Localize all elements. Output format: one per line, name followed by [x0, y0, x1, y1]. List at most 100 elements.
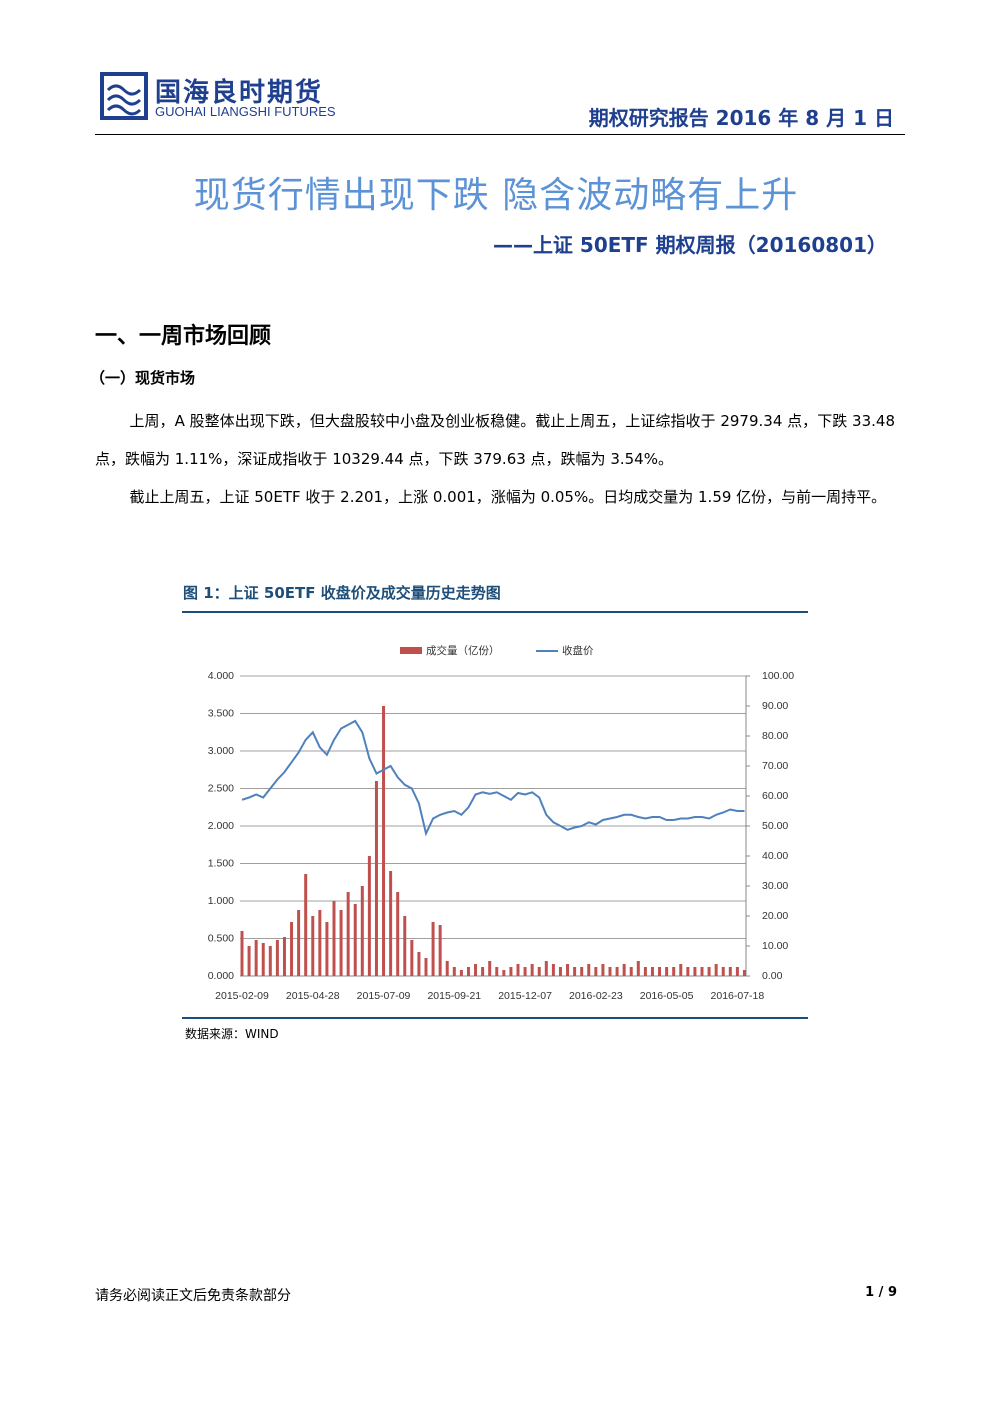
- x-tick-label: 2015-02-09: [215, 990, 269, 1002]
- figure-source: 数据来源：WIND: [185, 1027, 279, 1041]
- bar: [523, 967, 527, 976]
- x-tick-label: 2015-04-28: [286, 990, 340, 1002]
- x-tick-label: 2016-05-05: [640, 990, 694, 1002]
- y-tick-label: 1.500: [208, 857, 234, 869]
- bar: [636, 961, 640, 976]
- x-tick-label: 2016-07-18: [711, 990, 765, 1002]
- y-tick-label: 3.500: [208, 707, 234, 719]
- bar: [714, 964, 718, 976]
- bar: [622, 964, 626, 976]
- subtitle: ——上证 50ETF 期权周报（20160801）: [492, 233, 887, 257]
- bar: [488, 961, 492, 976]
- bar: [311, 916, 315, 976]
- bar: [544, 961, 548, 976]
- bar: [700, 967, 704, 976]
- bar: [325, 922, 329, 976]
- bar: [353, 904, 357, 976]
- bar: [601, 964, 605, 976]
- bar: [339, 910, 343, 976]
- subsection-heading: （一）现货市场: [90, 369, 196, 387]
- legend-swatch: [400, 647, 422, 654]
- bar: [261, 943, 265, 976]
- bar: [424, 958, 428, 976]
- bar: [665, 967, 669, 976]
- figure-caption: 图 1：上证 50ETF 收盘价及成交量历史走势图: [183, 584, 501, 602]
- report-info: 期权研究报告 2016 年 8 月 1 日: [588, 106, 894, 130]
- x-tick-label: 2015-12-07: [498, 990, 552, 1002]
- bar: [459, 970, 463, 976]
- bar: [650, 967, 654, 976]
- bar: [537, 967, 541, 976]
- x-tick-label: 2016-02-23: [569, 990, 623, 1002]
- bar: [474, 964, 478, 976]
- bar: [693, 967, 697, 976]
- y2-tick-label: 50.00: [762, 820, 788, 832]
- bar: [247, 946, 251, 976]
- figure-rule: [182, 1017, 808, 1019]
- y-tick-label: 0.000: [208, 970, 234, 982]
- y2-tick-label: 40.00: [762, 850, 788, 862]
- bar: [707, 967, 711, 976]
- y2-tick-label: 10.00: [762, 940, 788, 952]
- y2-tick-label: 90.00: [762, 700, 788, 712]
- bar: [282, 937, 286, 976]
- bar: [304, 874, 308, 976]
- bar: [742, 970, 746, 976]
- legend-label: 收盘价: [562, 644, 594, 657]
- line: [241, 719, 745, 837]
- bar: [594, 967, 598, 976]
- y-tick-label: 0.500: [208, 932, 234, 944]
- y-tick-label: 2.000: [208, 820, 234, 832]
- bar: [417, 952, 421, 976]
- bar: [374, 781, 378, 976]
- bar: [382, 706, 386, 976]
- logo-cn: 国海良时期货: [155, 78, 324, 108]
- logo-icon: [100, 72, 148, 120]
- paragraph: 截止上周五，上证 50ETF 收于 2.201，上涨 0.001，涨幅为 0.0…: [129, 488, 887, 506]
- bar: [530, 964, 534, 976]
- bar: [275, 940, 279, 976]
- bar: [551, 964, 555, 976]
- bar: [410, 940, 414, 976]
- paragraph: 上周，A 股整体出现下跌，但大盘股较中小盘及创业板稳健。截止上周五，上证综指收于…: [95, 412, 895, 468]
- bar: [566, 964, 570, 976]
- bar: [721, 967, 725, 976]
- bar: [658, 967, 662, 976]
- bar: [686, 967, 690, 976]
- bar: [615, 967, 619, 976]
- bar: [502, 970, 506, 976]
- bar: [728, 967, 732, 976]
- footer-page: 1 / 9: [865, 1285, 897, 1300]
- bar: [735, 967, 739, 976]
- header-rule: [95, 134, 905, 135]
- section-heading: 一、一周市场回顾: [95, 324, 272, 349]
- y2-tick-label: 20.00: [762, 910, 788, 922]
- y2-tick-label: 80.00: [762, 730, 788, 742]
- body-text: 上周，A 股整体出现下跌，但大盘股较中小盘及创业板稳健。截止上周五，上证综指收于…: [95, 402, 895, 516]
- bar: [466, 967, 470, 976]
- bar: [403, 916, 407, 976]
- bar: [268, 946, 272, 976]
- y2-tick-label: 100.00: [762, 670, 794, 682]
- caption-rule: [182, 611, 808, 613]
- bar: [290, 922, 294, 976]
- bar: [297, 910, 301, 976]
- bar: [431, 922, 435, 976]
- bar: [254, 940, 258, 976]
- bar: [318, 910, 322, 976]
- bar: [360, 886, 364, 976]
- bar: [346, 892, 350, 976]
- y2-tick-label: 0.00: [762, 970, 783, 982]
- y-tick-label: 4.000: [208, 670, 234, 682]
- bar: [509, 967, 513, 976]
- bar: [629, 967, 633, 976]
- bar: [396, 892, 400, 976]
- bar: [679, 964, 683, 976]
- bar: [481, 967, 485, 976]
- bar: [573, 967, 577, 976]
- y2-tick-label: 60.00: [762, 790, 788, 802]
- bar: [672, 967, 676, 976]
- bar: [452, 967, 456, 976]
- y-tick-label: 2.500: [208, 782, 234, 794]
